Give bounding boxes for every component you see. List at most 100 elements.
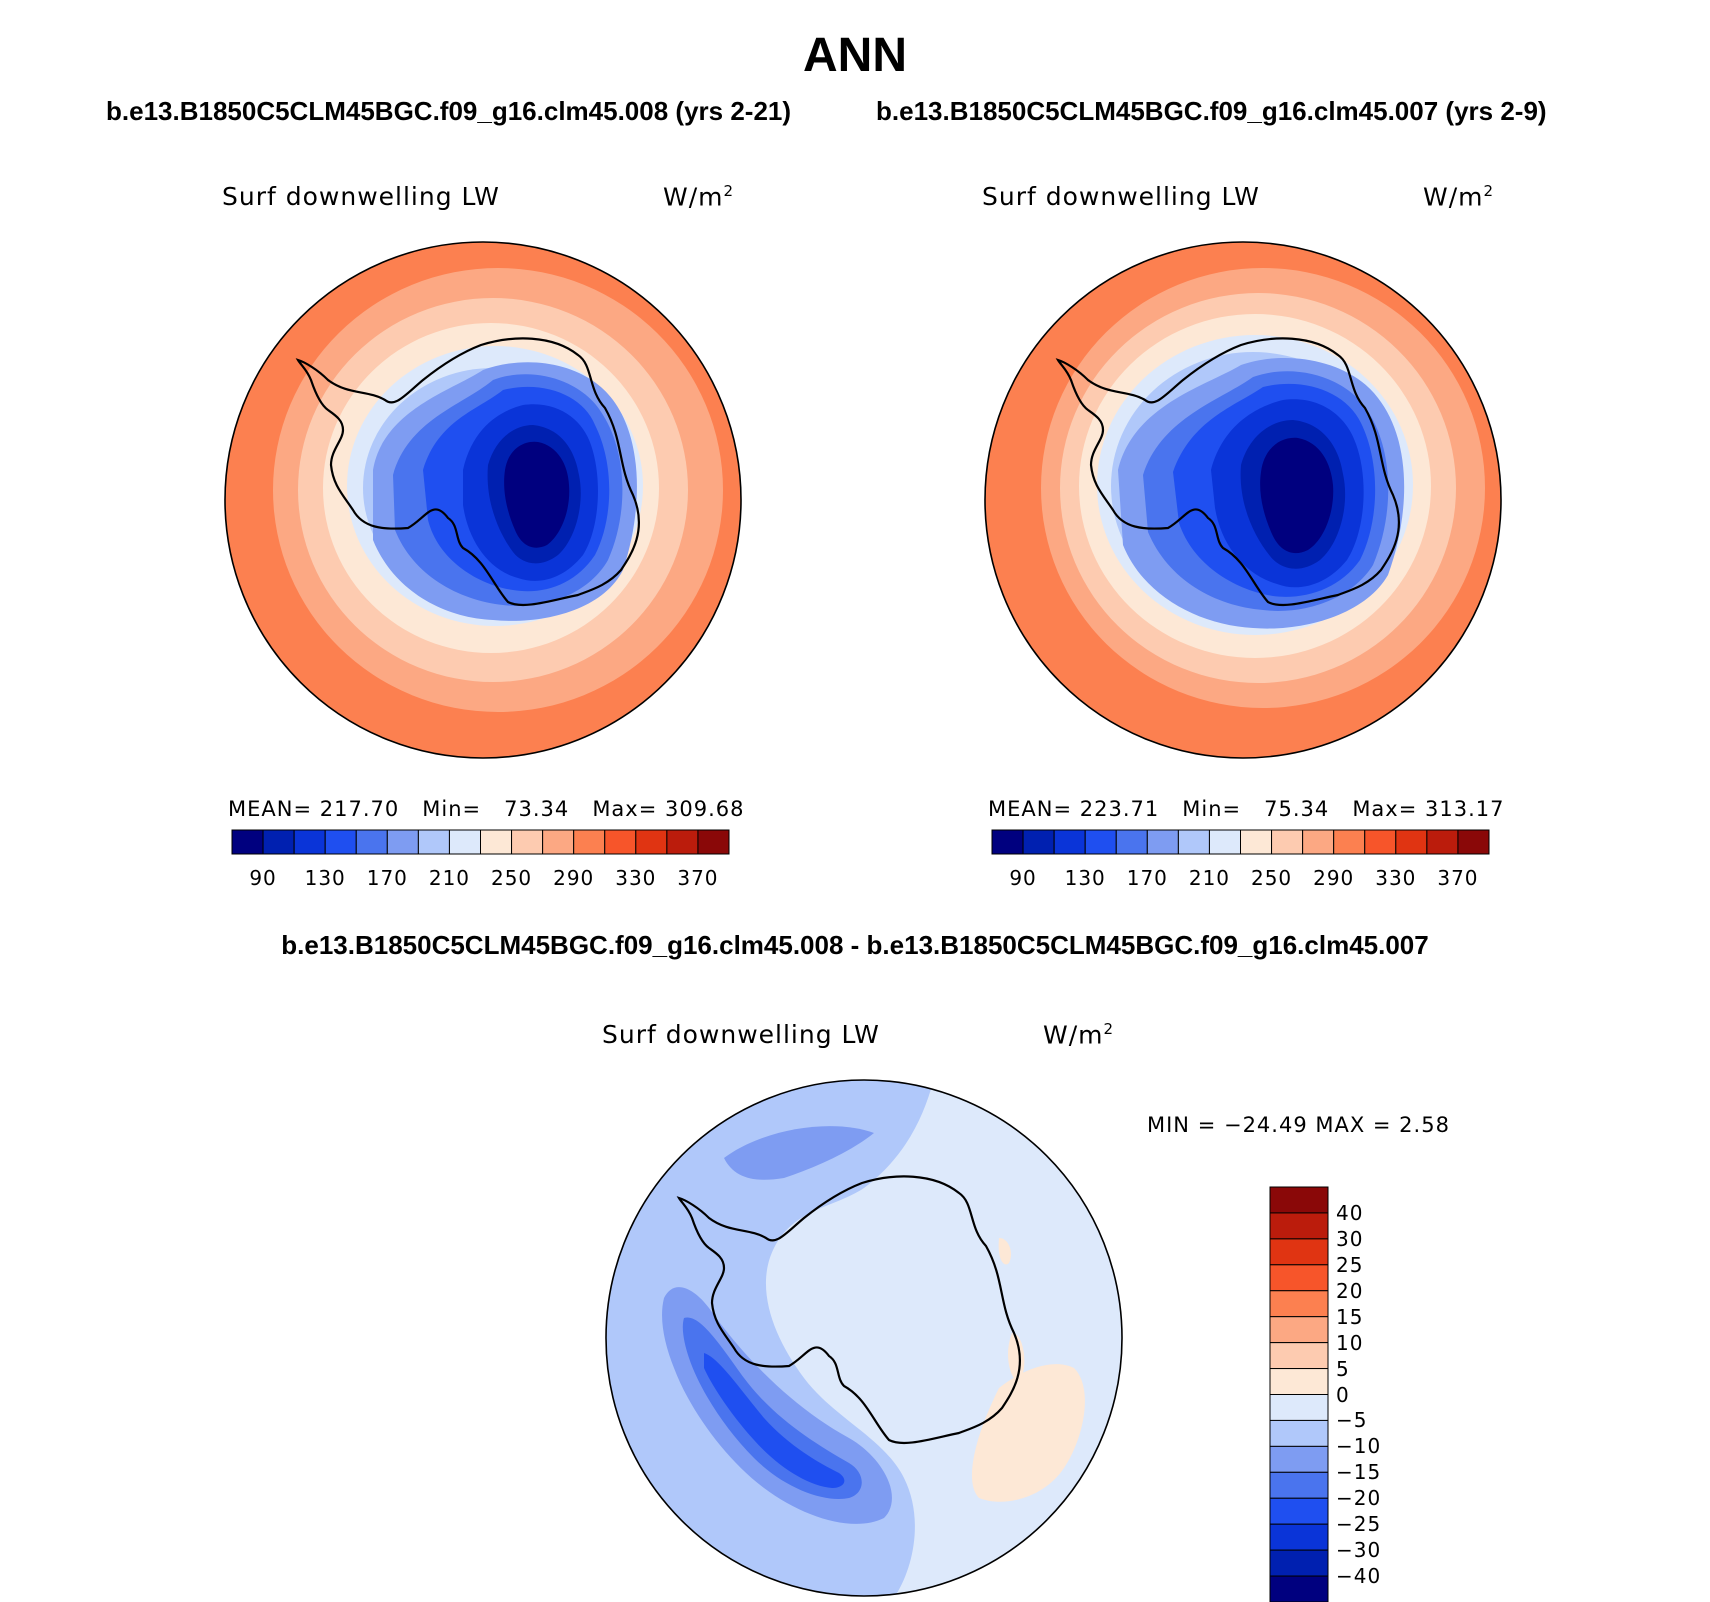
contour-band-90 [1260, 437, 1334, 554]
colorbar-swatch [262, 829, 295, 855]
contour-band-minus-15-a [724, 1126, 874, 1180]
colorbar-swatch [324, 829, 357, 855]
colorbar-tick-label: −10 [1336, 1434, 1382, 1459]
contour-band-minus-25 [704, 1353, 845, 1488]
colorbar-swatch [635, 829, 668, 855]
contour-band-0-to-5-a [971, 1364, 1085, 1502]
colorbar-tick-label: 170 [1126, 866, 1168, 890]
colorbar-swatch [1269, 1549, 1329, 1577]
colorbar-swatch [542, 829, 575, 855]
page-title: ANN [803, 29, 907, 82]
colorbar-left [231, 829, 730, 855]
colorbar-swatch [991, 829, 1024, 855]
colorbar-tick-label: 15 [1336, 1304, 1364, 1329]
colorbar-tick-label: 330 [1375, 866, 1417, 890]
colorbar-tick-label: 90 [1009, 866, 1037, 890]
case-title-left: b.e13.B1850C5CLM45BGC.f09_g16.clm45.008 … [106, 96, 792, 126]
colorbar-swatch [1333, 829, 1366, 855]
colorbar-swatch [1271, 829, 1304, 855]
antarctica-coastline [1055, 337, 1401, 607]
colorbar-swatch [511, 829, 544, 855]
units-label-difference: W/m2 [1043, 1020, 1115, 1050]
colorbar-swatch [1269, 1368, 1329, 1395]
difference-title: b.e13.B1850C5CLM45BGC.f09_g16.clm45.008 … [281, 930, 1429, 960]
colorbar-tick-label: 370 [677, 866, 719, 890]
colorbar-right [991, 829, 1490, 855]
map-border [224, 241, 742, 759]
colorbar-tick-label: 130 [304, 866, 346, 890]
colorbar-swatch [1269, 1497, 1329, 1525]
colorbar-tick-label: 290 [1313, 866, 1355, 890]
colorbar-tick-label: 330 [615, 866, 657, 890]
colorbar-tick-label: −30 [1336, 1538, 1382, 1563]
colorbar-swatch [386, 829, 419, 855]
colorbar-swatch [697, 829, 730, 855]
polar-map-left [224, 241, 742, 759]
colorbar-ticks-left: 90 130 170 210 250 290 330 370 [232, 866, 729, 892]
colorbar-swatch [1269, 1523, 1329, 1551]
colorbar-swatch [1146, 829, 1179, 855]
colorbar-swatch [1053, 829, 1086, 855]
colorbar-tick-label: 210 [428, 866, 471, 890]
colorbar-swatch [1022, 829, 1055, 855]
variable-label-right: Surf downwelling LW [982, 182, 1260, 211]
contour-band-90 [504, 441, 570, 548]
colorbar-swatch [1269, 1290, 1329, 1318]
stats-difference: MIN = −24.49 MAX = 2.58 [1147, 1113, 1450, 1137]
colorbar-swatch [604, 829, 637, 855]
colorbar-swatch [1269, 1238, 1329, 1266]
colorbar-swatch [1269, 1419, 1329, 1447]
colorbar-swatch [1395, 829, 1428, 855]
case-title-right: b.e13.B1850C5CLM45BGC.f09_g16.clm45.007 … [876, 96, 1547, 126]
colorbar-swatch [1269, 1445, 1329, 1473]
colorbar-swatch [573, 829, 606, 855]
colorbar-swatch [1269, 1471, 1329, 1499]
colorbar-tick-label: 0 [1336, 1382, 1350, 1407]
colorbar-tick-label: 130 [1064, 866, 1106, 890]
colorbar-tick-label: 90 [249, 866, 277, 890]
colorbar-ticks-right: 90 130 170 210 250 290 330 370 [992, 866, 1489, 892]
colorbar-difference [1269, 1186, 1329, 1602]
colorbar-swatch [1269, 1316, 1329, 1344]
colorbar-tick-label: −15 [1336, 1460, 1382, 1485]
colorbar-swatch [417, 829, 450, 855]
colorbar-tick-label: 210 [1188, 866, 1231, 890]
colorbar-tick-label: 370 [1437, 866, 1479, 890]
colorbar-tick-label: 40 [1336, 1200, 1364, 1225]
colorbar-swatch [666, 829, 699, 855]
colorbar-swatch [1364, 829, 1397, 855]
colorbar-tick-label: −25 [1336, 1512, 1382, 1537]
colorbar-swatch [1208, 829, 1242, 855]
colorbar-tick-label: 250 [1250, 866, 1293, 890]
colorbar-swatch [293, 829, 326, 855]
colorbar-tick-label: 10 [1336, 1330, 1364, 1355]
antarctica-coastline [676, 1175, 1022, 1445]
colorbar-swatch [1177, 829, 1210, 855]
polar-map-difference [605, 1079, 1123, 1597]
colorbar-swatch [1302, 829, 1335, 855]
units-label-right: W/m2 [1423, 182, 1495, 212]
colorbar-swatch [1240, 829, 1273, 855]
variable-label-left: Surf downwelling LW [222, 182, 500, 211]
colorbar-swatch [1269, 1342, 1329, 1370]
colorbar-ticks-difference: 40 30 25 20 15 10 5 0 −5 −10 −15 −20 −25 −30 −40 [1336, 1187, 1426, 1602]
colorbar-swatch [1269, 1212, 1329, 1240]
map-border [984, 241, 1502, 759]
colorbar-swatch [1115, 829, 1148, 855]
colorbar-tick-label: 170 [366, 866, 408, 890]
colorbar-tick-label: 5 [1336, 1356, 1350, 1381]
colorbar-tick-label: −5 [1336, 1408, 1368, 1433]
colorbar-swatch [1426, 829, 1459, 855]
colorbar-tick-label: 250 [490, 866, 533, 890]
colorbar-tick-label: 25 [1336, 1252, 1364, 1277]
colorbar-tick-label: −40 [1336, 1564, 1382, 1589]
colorbar-swatch [480, 829, 513, 855]
colorbar-swatch [1269, 1186, 1329, 1214]
colorbar-swatch [355, 829, 388, 855]
colorbar-swatch [1084, 829, 1117, 855]
colorbar-swatch [1269, 1394, 1329, 1421]
colorbar-swatch [1457, 829, 1490, 855]
colorbar-swatch [1269, 1575, 1329, 1602]
contour-band-0-to-5-c [1008, 1333, 1025, 1383]
variable-label-difference: Surf downwelling LW [602, 1020, 880, 1049]
